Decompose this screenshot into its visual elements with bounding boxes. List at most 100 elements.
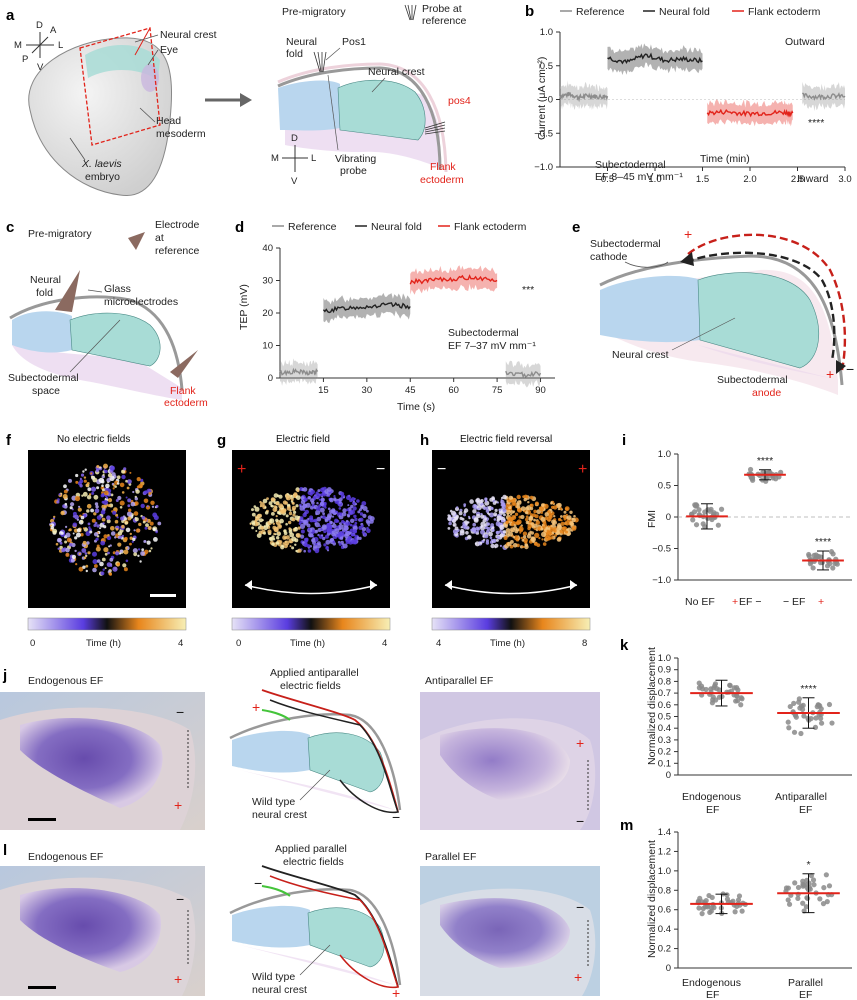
data-point bbox=[727, 682, 733, 689]
cell-track bbox=[129, 542, 132, 546]
y-tick-label: 1.2 bbox=[658, 846, 671, 857]
data-point bbox=[821, 885, 827, 891]
cell-track bbox=[146, 505, 149, 508]
data-point bbox=[817, 896, 823, 902]
cell-track bbox=[103, 534, 108, 539]
cell-track bbox=[282, 535, 287, 540]
cell-track bbox=[93, 524, 97, 527]
cell-track bbox=[510, 527, 515, 533]
cell-track bbox=[269, 518, 275, 524]
data-point bbox=[708, 908, 714, 914]
cell-track bbox=[346, 495, 351, 501]
cell-track bbox=[76, 528, 81, 533]
cell-track bbox=[366, 509, 369, 513]
data-point bbox=[803, 904, 809, 910]
cell-track bbox=[293, 510, 297, 514]
chart-m-cat1b: EF bbox=[706, 989, 719, 1000]
cell-track bbox=[275, 515, 278, 518]
cell-track bbox=[96, 486, 100, 490]
cell-track bbox=[117, 542, 122, 547]
j-right-minus: − bbox=[576, 813, 584, 829]
cell-track bbox=[283, 531, 288, 535]
cell-track bbox=[339, 536, 344, 540]
data-point bbox=[690, 517, 696, 523]
series-line-reference bbox=[279, 367, 319, 377]
cell-track bbox=[336, 498, 339, 501]
cell-track bbox=[507, 541, 512, 547]
cell-track bbox=[155, 504, 159, 508]
chart-k-cat2a: Antiparallel bbox=[775, 791, 827, 803]
cell-track bbox=[90, 475, 94, 478]
cell-track bbox=[74, 495, 81, 502]
cell-track bbox=[300, 496, 305, 500]
cell-track bbox=[342, 508, 347, 513]
cell-track bbox=[86, 482, 90, 485]
cell-track bbox=[505, 509, 511, 515]
data-point bbox=[778, 469, 784, 475]
schematic-e-ectoderm bbox=[599, 254, 844, 386]
cell-track bbox=[289, 545, 292, 548]
cell-track bbox=[107, 551, 110, 555]
cell-track bbox=[285, 522, 288, 526]
cell-track bbox=[125, 546, 128, 550]
l-field-black bbox=[261, 865, 399, 988]
cell-track bbox=[255, 530, 258, 532]
cell-track bbox=[303, 549, 307, 553]
timebar-f-end: 4 bbox=[178, 638, 183, 649]
cell-track bbox=[101, 484, 104, 488]
cell-track bbox=[495, 521, 501, 527]
y-tick-label: 0.4 bbox=[658, 924, 671, 935]
y-tick-label: 0 bbox=[666, 770, 671, 781]
chart-m-cat2b: EF bbox=[799, 989, 812, 1000]
l-mid-minus: − bbox=[254, 875, 262, 891]
l-field-green bbox=[261, 885, 291, 897]
cell-track bbox=[351, 533, 354, 537]
cell-track bbox=[513, 535, 519, 541]
cell-track bbox=[82, 565, 86, 569]
data-point bbox=[786, 901, 793, 907]
compass-a2-l: L bbox=[311, 153, 316, 164]
label-premigratory-c: Pre-migratory bbox=[28, 228, 92, 240]
cell-track bbox=[115, 551, 120, 556]
cell-track bbox=[138, 522, 142, 527]
cell-track bbox=[482, 538, 486, 541]
scale-bar-j bbox=[28, 818, 56, 821]
cell-track bbox=[292, 513, 296, 517]
data-point bbox=[806, 551, 812, 558]
cell-track bbox=[65, 525, 68, 529]
label-l-wild2: neural crest bbox=[252, 984, 307, 996]
chart-i-cat1: No EF bbox=[685, 596, 715, 608]
cell-track bbox=[100, 571, 105, 576]
cell-track bbox=[101, 517, 106, 522]
cell-track bbox=[94, 502, 99, 506]
cell-track bbox=[288, 527, 292, 530]
cell-track bbox=[95, 505, 99, 509]
cell-track bbox=[136, 477, 141, 482]
cell-track bbox=[540, 525, 543, 528]
cell-track bbox=[491, 507, 494, 510]
cell-track bbox=[564, 520, 570, 526]
cell-track bbox=[499, 524, 505, 530]
data-point bbox=[795, 895, 801, 902]
cell-track bbox=[525, 515, 529, 519]
cell-track bbox=[304, 538, 309, 543]
cell-track bbox=[510, 499, 513, 503]
cell-track bbox=[106, 515, 111, 520]
cell-track bbox=[90, 472, 93, 475]
cell-track bbox=[338, 514, 344, 520]
cell-track bbox=[71, 554, 76, 560]
data-point bbox=[787, 703, 793, 710]
cell-track bbox=[527, 523, 532, 529]
cell-track bbox=[88, 493, 92, 496]
cell-track bbox=[483, 506, 487, 510]
cell-track bbox=[302, 512, 307, 518]
cell-track bbox=[103, 505, 107, 509]
cell-track bbox=[66, 537, 72, 543]
cell-track bbox=[320, 493, 323, 497]
cell-track bbox=[144, 549, 149, 554]
cell-track bbox=[80, 515, 85, 520]
cells-h bbox=[447, 494, 579, 550]
series-line-reference bbox=[505, 370, 542, 379]
cell-track bbox=[543, 503, 549, 509]
cell-track bbox=[499, 533, 504, 538]
